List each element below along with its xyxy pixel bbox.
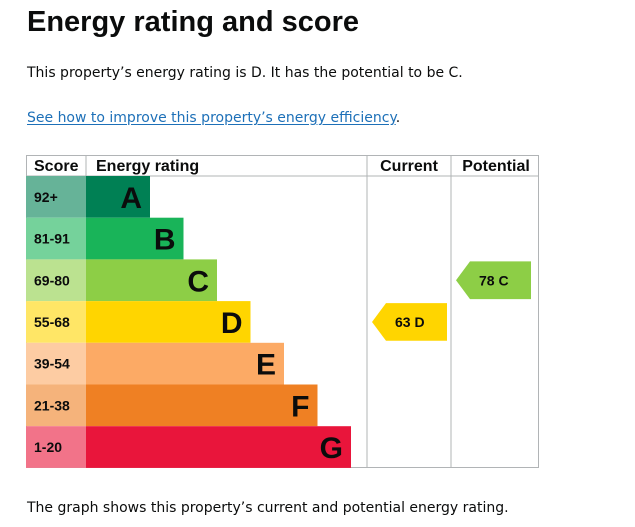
energy-rating-chart: Score Energy rating Current Potential 92… [26,155,539,468]
score-range: 21-38 [34,397,70,413]
rating-band-a: 92+ A [26,176,150,218]
rating-letter: D [221,307,243,340]
graph-caption: The graph shows this property’s current … [27,500,509,516]
score-cell [26,342,86,385]
score-cell [26,426,86,468]
potential-header: Potential [462,158,530,175]
rating-bands: 92+ A 81-91 B 69-80 C 55-68 D 39-54 E 21-38 F 1-20 G [26,176,351,468]
energy-rating-header: Energy rating [96,158,199,175]
marker-label: 63 D [395,314,425,330]
rating-letter: B [154,224,176,257]
rating-letter: F [291,390,309,423]
rating-band-d: 55-68 D [26,301,251,343]
score-cell [26,176,86,218]
current-rating-marker: 63 D [372,303,447,341]
page-title: Energy rating and score [27,6,359,38]
score-range: 55-68 [34,314,70,330]
rating-band-c: 69-80 C [26,259,217,302]
marker-arrow [456,261,531,300]
current-header: Current [380,158,438,175]
rating-bar [86,426,351,468]
rating-bar [86,384,318,427]
score-range: 69-80 [34,272,70,288]
rating-band-e: 39-54 E [26,342,284,385]
score-range: 81-91 [34,231,70,247]
score-header: Score [34,158,79,175]
rating-band-b: 81-91 B [26,217,184,260]
link-suffix: . [395,110,401,126]
rating-bar [86,259,217,302]
rating-bar [86,301,251,343]
score-range: 1-20 [34,439,62,455]
score-range: 39-54 [34,356,70,372]
marker-label: 78 C [479,272,509,288]
rating-bar [86,342,284,385]
rating-band-f: 21-38 F [26,384,318,427]
rating-letter: E [256,349,276,382]
score-cell [26,259,86,302]
score-range: 92+ [34,189,58,205]
improve-link-line: See how to improve this property’s energ… [27,108,400,128]
improve-efficiency-link[interactable]: See how to improve this property’s energ… [27,110,396,126]
rating-summary: This property’s energy rating is D. It h… [27,65,463,81]
rating-letter: C [187,265,209,298]
rating-markers: 63 D 78 C [372,261,531,341]
score-cell [26,301,86,343]
rating-bar [86,176,150,218]
rating-bar [86,217,184,260]
potential-rating-marker: 78 C [456,261,531,300]
score-cell [26,384,86,427]
rating-letter: A [120,182,142,215]
rating-band-g: 1-20 G [26,426,351,468]
energy-rating-graph: Score Energy rating Current Potential 92… [26,155,539,468]
rating-letter: G [320,432,343,465]
marker-arrow [372,303,447,341]
score-cell [26,217,86,260]
